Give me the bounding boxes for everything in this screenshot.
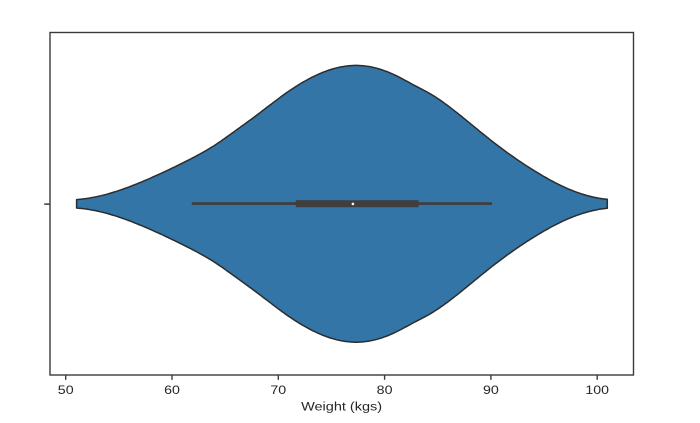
svg-text:50: 50 bbox=[58, 383, 74, 397]
svg-text:70: 70 bbox=[270, 383, 286, 397]
svg-text:80: 80 bbox=[377, 383, 393, 397]
svg-text:Weight (kgs): Weight (kgs) bbox=[301, 400, 382, 414]
svg-text:100: 100 bbox=[585, 383, 609, 397]
svg-text:90: 90 bbox=[483, 383, 499, 397]
svg-text:60: 60 bbox=[164, 383, 180, 397]
